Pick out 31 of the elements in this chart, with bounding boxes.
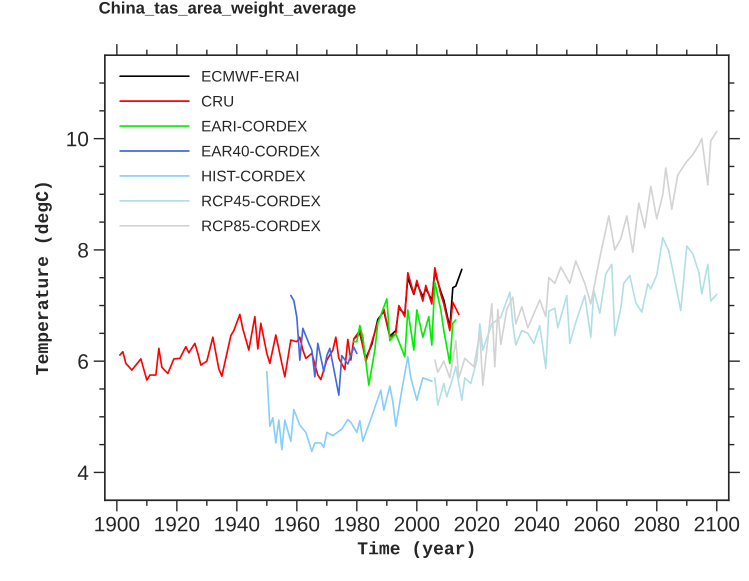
x-tick-label: 2000 <box>394 516 440 532</box>
legend-label: RCP45-CORDEX <box>202 196 320 206</box>
line-series <box>434 130 718 386</box>
legend-label: EAR40-CORDEX <box>202 146 320 157</box>
line-series <box>352 281 457 386</box>
x-tick-label: 1920 <box>155 516 200 532</box>
legend-label: HIST-CORDEX <box>202 170 306 182</box>
line-series <box>434 236 718 406</box>
y-tick-label: 8 <box>78 242 88 258</box>
y-tick-label: 10 <box>67 132 88 146</box>
x-tick-label: 2020 <box>454 516 500 532</box>
legend-label: ECMWF-ERAI <box>202 70 298 82</box>
x-tick-label: 1980 <box>335 516 380 532</box>
x-tick-label: 2080 <box>634 516 680 532</box>
y-tick-label: 4 <box>78 466 88 480</box>
line-series <box>266 356 433 452</box>
x-axis-title: Time (year) <box>358 541 474 558</box>
legend-label: EARI-CORDEX <box>202 120 307 132</box>
x-tick-label: 1900 <box>95 516 140 532</box>
legend-label: RCP85-CORDEX <box>202 220 320 232</box>
x-tick-label: 2040 <box>514 516 560 532</box>
chart-title: China_tas_area_weight_average <box>99 1 356 18</box>
line-series <box>290 294 358 396</box>
x-tick-label: 2100 <box>694 516 740 532</box>
y-tick-label: 6 <box>78 354 88 369</box>
x-tick-label: 2060 <box>574 516 620 532</box>
legend-label: CRU <box>202 96 234 107</box>
line-series <box>119 266 460 381</box>
y-axis-title: Temperature (degC) <box>34 183 52 375</box>
x-tick-label: 1940 <box>215 516 260 532</box>
x-tick-label: 1960 <box>275 516 320 532</box>
